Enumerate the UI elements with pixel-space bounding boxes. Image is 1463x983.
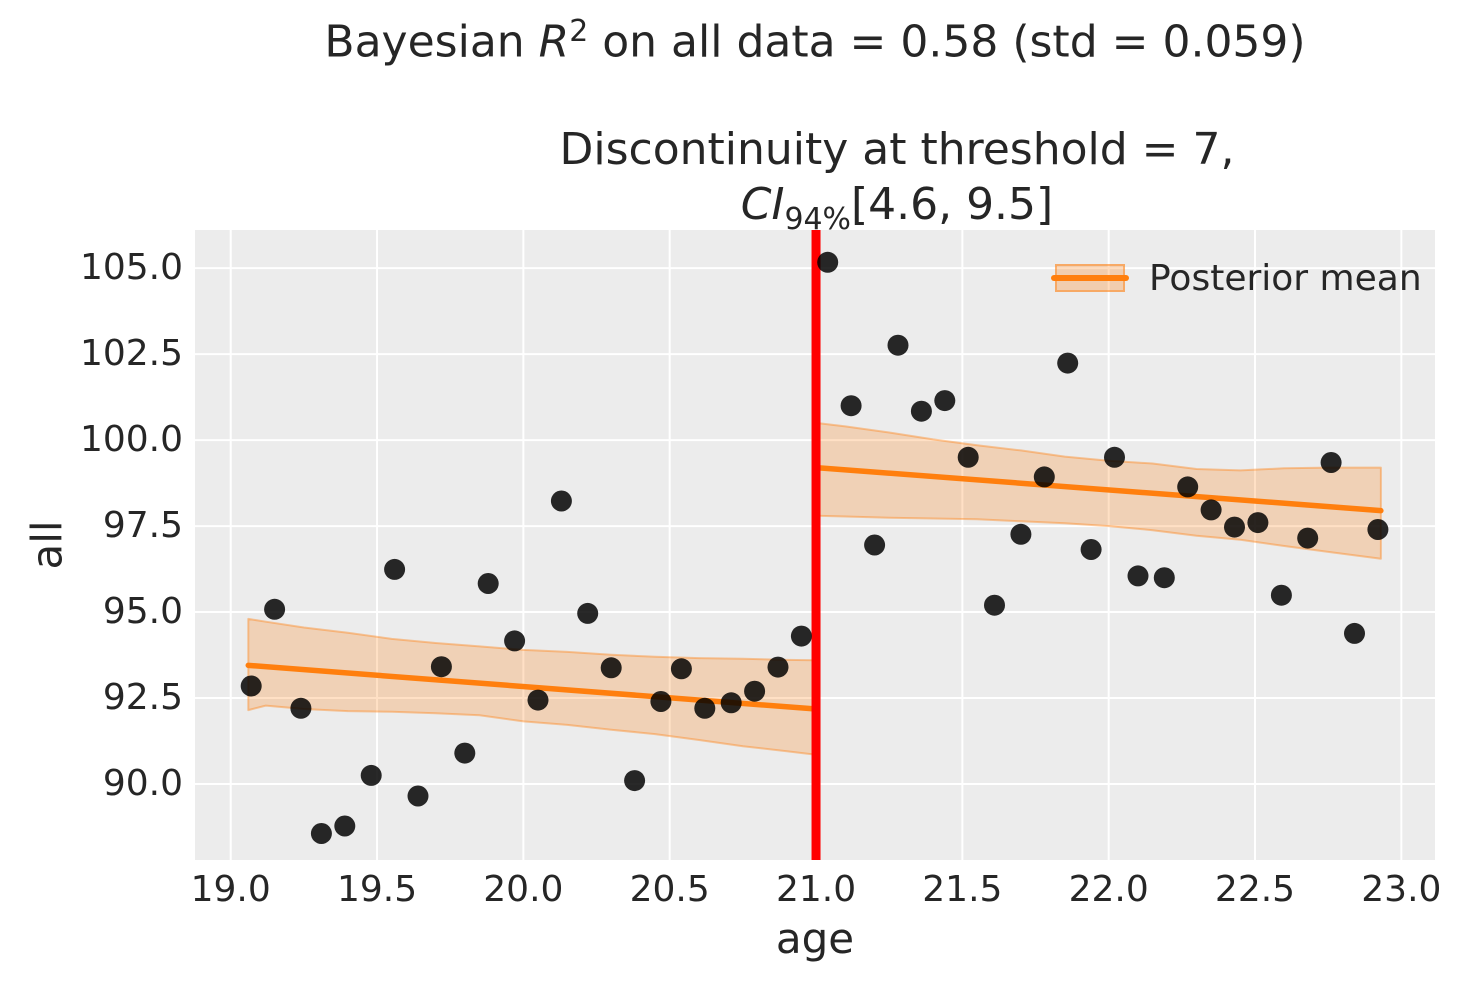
scatter-point [934,390,956,412]
ci-interval: [4.6, 9.5] [850,179,1054,230]
scatter-point [1127,565,1149,587]
scatter-point [407,785,429,807]
scatter-point [1297,527,1319,549]
plot-canvas [195,230,1435,860]
axes-title-line1: Discontinuity at threshold = 7, [559,124,1235,175]
figure-title-r-symbol: R [538,16,570,68]
scatter-point [744,680,766,702]
scatter-point [1080,539,1102,560]
y-axis-label: all [22,520,72,570]
legend-label: Posterior mean [1149,257,1422,299]
scatter-point [864,534,886,556]
scatter-point [984,594,1005,616]
scatter-point [957,446,979,468]
scatter-point [817,251,839,273]
legend-band-swatch [1051,264,1129,292]
scatter-point [910,400,932,422]
scatter-point [1367,519,1389,540]
scatter-point [310,823,332,844]
x-tick-label: 20.0 [483,869,564,910]
scatter-point [790,625,812,647]
scatter-point [670,658,692,680]
scatter-point [550,490,572,512]
scatter-point [477,573,499,594]
y-tick-label: 95.0 [102,591,183,633]
legend-line-swatch [1051,275,1129,281]
scatter-point [840,395,862,417]
x-tick-label: 21.5 [922,869,1003,910]
scatter-point [527,689,549,711]
scatter-point [624,770,646,792]
scatter-point [360,764,382,786]
x-tick-label: 19.5 [336,869,418,910]
scatter-point [454,742,476,764]
figure-title-exponent: 2 [569,14,589,49]
axes-title: Discontinuity at threshold = 7, CI94%[4.… [277,122,1463,247]
scatter-point [290,697,312,719]
scatter-point [694,697,716,719]
axes-title-line2: CI94%[4.6, 9.5] [277,177,1463,247]
scatter-point [1320,452,1342,473]
x-tick-label: 22.5 [1214,869,1296,910]
y-tick-label: 92.5 [102,677,183,719]
scatter-point [1247,512,1269,534]
scatter-point [1344,622,1365,644]
x-tick-label: 23.0 [1361,869,1442,910]
scatter-point [600,657,622,679]
plot-area [195,230,1435,860]
figure-title: Bayesian R2 on all data = 0.58 (std = 0.… [195,14,1435,68]
scatter-point [1104,446,1125,468]
x-tick-label: 19.0 [190,869,271,910]
scatter-point [264,598,286,620]
scatter-point [577,602,599,624]
scatter-point [720,692,742,714]
scatter-point [1224,516,1245,538]
y-tick-label: 102.5 [79,333,183,375]
x-tick-label: 21.0 [775,869,857,910]
posterior-mean-line [813,464,1384,514]
y-tick-label: 105.0 [79,247,183,289]
figure-title-part1: Bayesian [324,16,539,68]
y-tick-label: 97.5 [102,505,183,547]
scatter-point [504,630,526,652]
scatter-point [384,558,406,580]
scatter-point [887,334,909,356]
y-tick-label: 90.0 [102,763,183,804]
figure-title-part2: on all data = 0.58 (std = 0.059) [588,16,1306,68]
x-tick-label: 22.0 [1068,869,1149,910]
x-axis-label: age [775,914,855,963]
scatter-point [240,675,262,697]
scatter-point [1010,523,1032,545]
scatter-point [430,656,452,678]
scatter-point [1200,499,1222,521]
scatter-point [1057,352,1079,374]
x-tick-label: 20.5 [629,869,710,910]
scatter-point [650,691,672,712]
scatter-point [1033,466,1055,488]
ci-symbol: CI [740,179,785,230]
scatter-point [334,815,356,837]
scatter-point [1270,584,1292,606]
scatter-point [767,656,789,678]
y-tick-label: 100.0 [79,419,183,461]
scatter-point [1177,476,1199,498]
legend: Posterior mean [1051,255,1422,301]
scatter-point [1153,567,1175,589]
